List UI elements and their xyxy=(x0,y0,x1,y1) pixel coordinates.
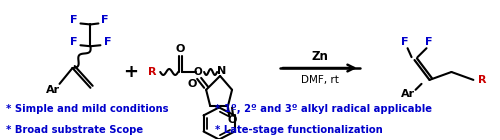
Text: F: F xyxy=(401,37,408,47)
Text: * Simple and mild conditions: * Simple and mild conditions xyxy=(6,104,168,114)
Text: F: F xyxy=(425,37,432,47)
Text: R: R xyxy=(478,75,486,85)
Text: Ar: Ar xyxy=(46,85,60,95)
Text: * 1º, 2º and 3º alkyl radical applicable: * 1º, 2º and 3º alkyl radical applicable xyxy=(215,104,432,114)
Text: Ar: Ar xyxy=(400,89,414,99)
Text: O: O xyxy=(176,44,185,54)
Text: O: O xyxy=(194,67,202,77)
Text: F: F xyxy=(70,16,77,25)
Text: O: O xyxy=(188,79,197,89)
Text: F: F xyxy=(100,16,108,25)
Text: * Late-stage functionalization: * Late-stage functionalization xyxy=(215,125,383,135)
Text: F: F xyxy=(104,37,111,47)
Text: +: + xyxy=(123,63,138,81)
Text: R: R xyxy=(148,67,156,77)
Text: DMF, rt: DMF, rt xyxy=(301,75,339,85)
Text: O: O xyxy=(228,115,236,124)
Text: F: F xyxy=(70,37,77,47)
Text: * Broad substrate Scope: * Broad substrate Scope xyxy=(6,125,143,135)
Text: N: N xyxy=(218,66,226,76)
Text: Zn: Zn xyxy=(312,50,328,63)
